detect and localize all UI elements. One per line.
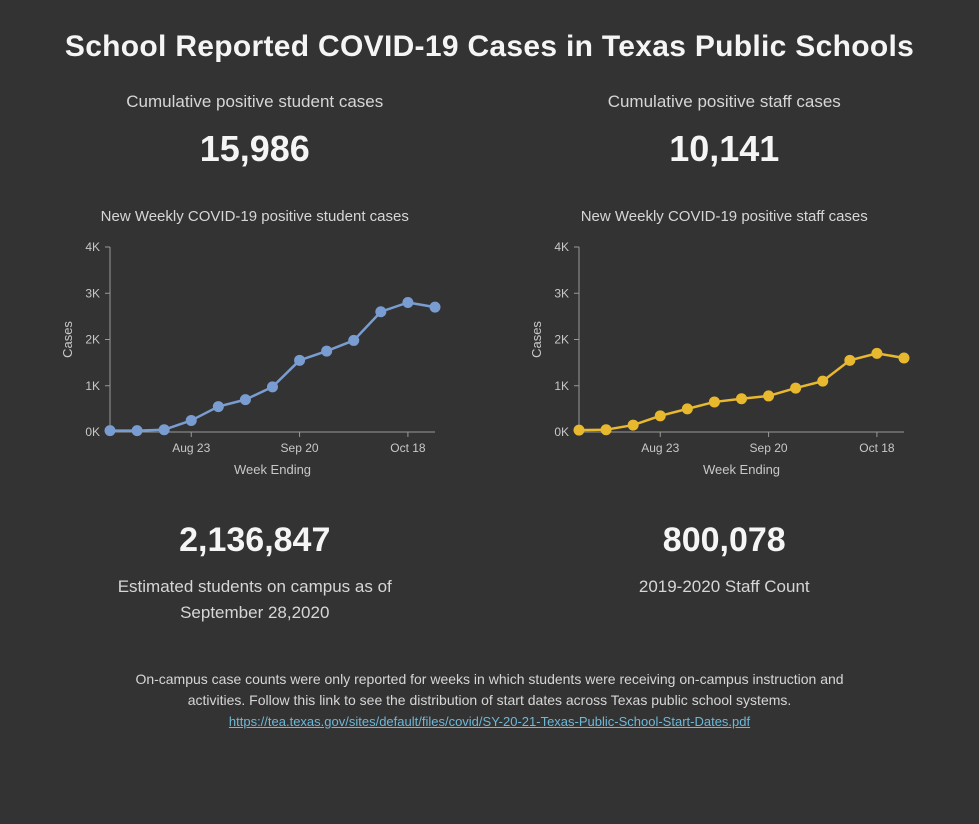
footnote-link[interactable]: https://tea.texas.gov/sites/default/file… <box>229 714 750 729</box>
footnote-line2: activities. Follow this link to see the … <box>188 692 792 708</box>
student-count-value: 2,136,847 <box>40 521 470 560</box>
main-grid: Cumulative positive student cases 15,986… <box>40 92 939 625</box>
svg-text:Week Ending: Week Ending <box>234 462 311 477</box>
student-count-label-l2: September 28,2020 <box>180 603 329 622</box>
svg-text:Week Ending: Week Ending <box>703 462 780 477</box>
svg-text:4K: 4K <box>85 240 100 254</box>
svg-text:4K: 4K <box>555 240 570 254</box>
student-count-label-l1: Estimated students on campus as of <box>118 577 392 596</box>
student-cum-label: Cumulative positive student cases <box>40 92 470 112</box>
staff-count-label: 2019-2020 Staff Count <box>510 574 940 600</box>
student-count-block: 2,136,847 Estimated students on campus a… <box>40 501 470 625</box>
staff-cum-value: 10,141 <box>510 128 940 170</box>
svg-text:0K: 0K <box>85 425 100 439</box>
svg-text:Cases: Cases <box>529 321 544 358</box>
footnote-line1: On-campus case counts were only reported… <box>135 671 843 687</box>
student-count-label: Estimated students on campus as of Septe… <box>40 574 470 625</box>
dashboard-container: School Reported COVID-19 Cases in Texas … <box>0 0 979 762</box>
svg-text:3K: 3K <box>555 286 570 300</box>
svg-text:3K: 3K <box>85 286 100 300</box>
student-chart: 0K 1K 2K 3K 4K Aug 23 Sep 20 Oct 18 Cases Week En… <box>55 237 455 487</box>
svg-text:Sep 20: Sep 20 <box>280 441 318 455</box>
staff-chart-block: New Weekly COVID-19 positive staff cases… <box>510 184 940 487</box>
svg-text:2K: 2K <box>85 333 100 347</box>
staff-cum-label: Cumulative positive staff cases <box>510 92 940 112</box>
svg-text:Cases: Cases <box>60 321 75 358</box>
svg-text:Aug 23: Aug 23 <box>641 441 679 455</box>
student-chart-title: New Weekly COVID-19 positive student cas… <box>40 208 470 225</box>
student-cum-value: 15,986 <box>40 128 470 170</box>
staff-count-value: 800,078 <box>510 521 940 560</box>
svg-text:1K: 1K <box>85 379 100 393</box>
svg-text:Sep 20: Sep 20 <box>750 441 788 455</box>
student-chart-wrap: 0K 1K 2K 3K 4K Aug 23 Sep 20 Oct 18 Cases Week En… <box>40 237 470 487</box>
student-chart-block: New Weekly COVID-19 positive student cas… <box>40 184 470 487</box>
svg-text:Oct 18: Oct 18 <box>859 441 895 455</box>
svg-text:1K: 1K <box>555 379 570 393</box>
footnote: On-campus case counts were only reported… <box>40 669 939 732</box>
staff-chart-wrap: 0K 1K 2K 3K 4K Aug 23 Sep 20 Oct 18 Cases Week En… <box>510 237 940 487</box>
student-cum-block: Cumulative positive student cases 15,986 <box>40 92 470 170</box>
svg-text:0K: 0K <box>555 425 570 439</box>
staff-chart: 0K 1K 2K 3K 4K Aug 23 Sep 20 Oct 18 Cases Week En… <box>524 237 924 487</box>
svg-text:2K: 2K <box>555 333 570 347</box>
staff-cum-block: Cumulative positive staff cases 10,141 <box>510 92 940 170</box>
staff-chart-title: New Weekly COVID-19 positive staff cases <box>510 208 940 225</box>
staff-count-block: 800,078 2019-2020 Staff Count <box>510 501 940 625</box>
page-title: School Reported COVID-19 Cases in Texas … <box>40 30 939 64</box>
svg-text:Oct 18: Oct 18 <box>390 441 426 455</box>
svg-text:Aug 23: Aug 23 <box>172 441 210 455</box>
